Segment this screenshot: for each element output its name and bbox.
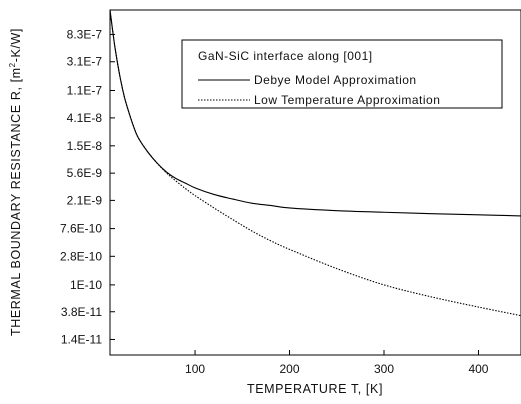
y-tick-label: 1.4E-11 [61,332,102,346]
legend-label-debye: Debye Model Approximation [254,73,417,87]
y-tick-label: 2.1E-9 [67,193,103,207]
x-axis-title: TEMPERATURE T, [K] [247,382,383,396]
y-tick-label: 7.6E-10 [60,222,102,236]
y-tick-label: 1E-10 [70,278,102,292]
plot-frame [109,9,521,356]
legend-label-low-temperature: Low Temperature Approximation [254,93,440,107]
x-axis: 100 200 300 400 [185,350,489,376]
y-axis-title: THERMAL BOUNDARY RESISTANCE R, [m2-K/W] [8,28,23,336]
y-tick-label: 3.1E-7 [67,55,103,69]
y-axis-title-main: THERMAL BOUNDARY RESISTANCE R, [m [9,67,23,336]
x-tick-label: 200 [280,362,300,376]
y-tick-label: 5.6E-9 [67,166,103,180]
y-tick-label: 1.1E-7 [67,84,103,98]
y-tick-label: 8.3E-7 [67,27,103,41]
y-tick-label: 4.1E-8 [67,111,103,125]
legend-header: GaN-SiC interface along [001] [198,49,373,63]
y-tick-label: 3.8E-11 [61,305,102,319]
x-tick-label: 100 [185,362,205,376]
series-layer [109,9,521,317]
y-axis-title-tail: -K/W] [9,28,23,62]
series-line-low-temperature [109,9,521,317]
legend: GaN-SiC interface along [001] Debye Mode… [181,39,503,109]
x-tick-label: 300 [374,362,394,376]
y-axis-title-superscript: 2 [8,62,17,67]
x-tick-label: 400 [468,362,488,376]
legend-box [181,39,503,109]
y-tick-label: 1.5E-8 [67,139,103,153]
y-axis: 8.3E-7 3.1E-7 1.1E-7 4.1E-8 1.5E-8 5.6E-9 2.1E… [60,27,115,346]
y-tick-label: 2.8E-10 [60,249,102,263]
